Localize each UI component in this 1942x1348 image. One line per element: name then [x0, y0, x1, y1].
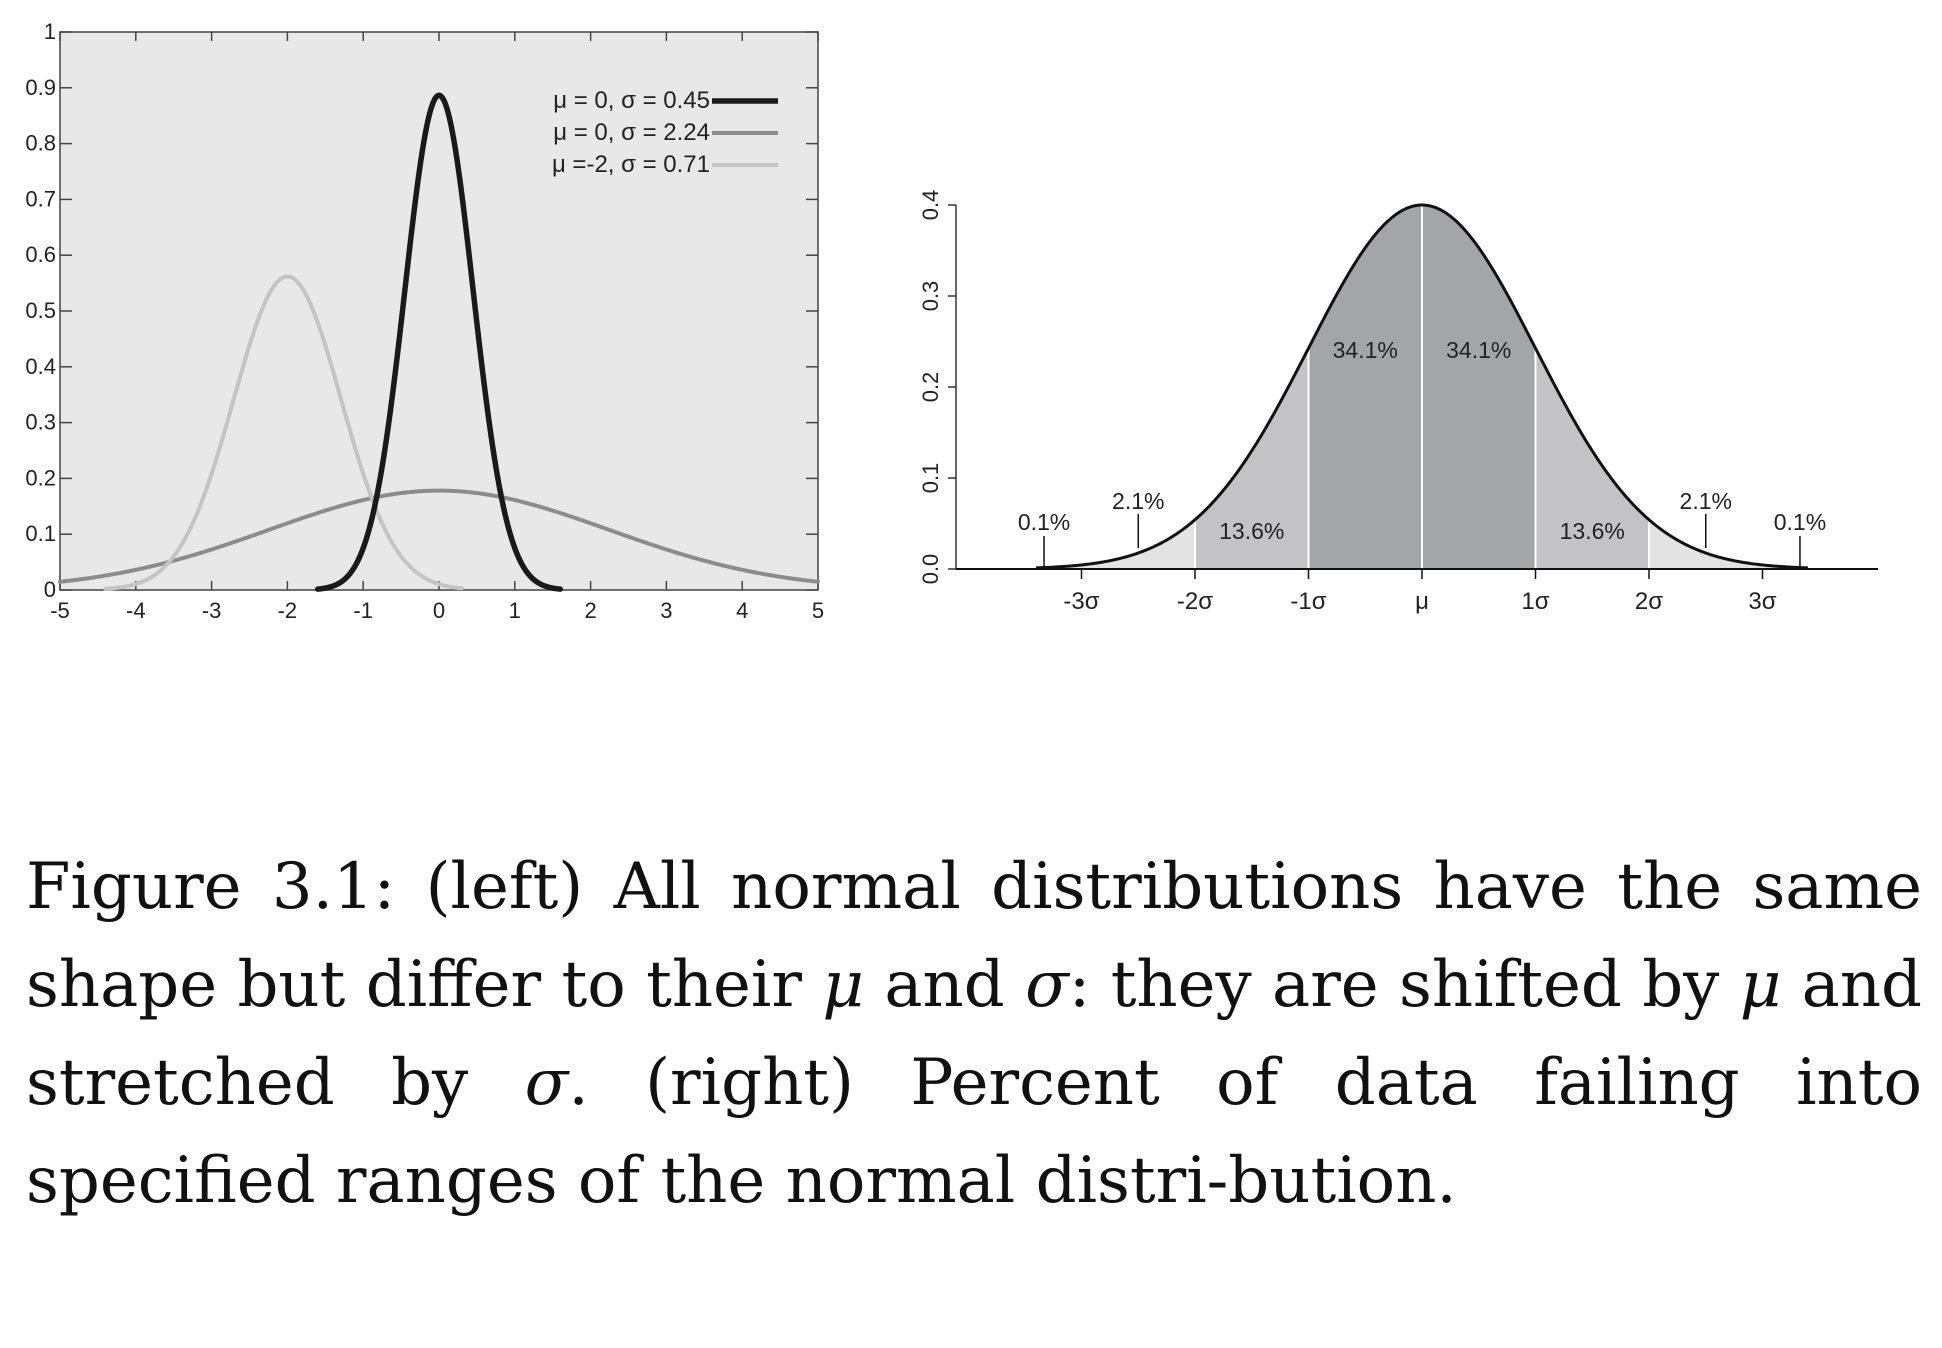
caption-text-1: Figure 3.1: (left) All normal distributi…: [26, 850, 1922, 1022]
y-tick-label: 0.0: [918, 554, 943, 585]
y-tick-label: 0.2: [918, 372, 943, 403]
y-tick-label: 0.4: [25, 354, 56, 379]
y-tick-label: 0: [44, 577, 56, 602]
area-region: [1047, 519, 1195, 569]
region-percent-label: 0.1%: [1018, 509, 1070, 535]
left-chart: -5 -4 -3 -2 -1 0 1 2 3 4 5 0 0.1 0.2 0.3 0.4 0.5 0.6 0.7 0.…: [25, 19, 824, 623]
legend-label: μ = 0, σ = 2.24: [553, 119, 710, 146]
caption-text-2: and: [863, 948, 1026, 1022]
x-tick-label: μ: [1415, 588, 1429, 615]
legend-label: μ =-2, σ = 0.71: [552, 151, 710, 178]
figure-caption: Figure 3.1: (left) All normal distributi…: [26, 838, 1922, 1230]
region-percent-label: 2.1%: [1112, 488, 1164, 514]
y-tick-label: 0.1: [918, 463, 943, 494]
x-tick-label: -4: [126, 598, 146, 623]
y-tick-label: 1: [44, 19, 56, 44]
region-percent-label: 0.1%: [1774, 509, 1826, 535]
caption-sigma: σ: [524, 1046, 569, 1120]
y-tick-label: 0.3: [25, 410, 56, 435]
x-tick-label: -1: [353, 598, 373, 623]
x-tick-label: -1σ: [1290, 588, 1326, 615]
x-tick-label: -2σ: [1177, 588, 1213, 615]
x-tick-label: -2: [278, 598, 298, 623]
x-tick-label: 2σ: [1635, 588, 1663, 615]
caption-text-3: : they are shifted by: [1068, 948, 1740, 1022]
series-line: [314, 92, 564, 592]
caption-text-5: . (right) Percent of data failing into s…: [26, 1046, 1922, 1218]
caption-mu: μ: [1739, 948, 1782, 1022]
right-chart: 0.0 0.1 0.2 0.3 0.4 -3σ -2σ -1σ μ 1σ 2σ 3σ 0.1% 2.1% 1…: [918, 190, 1878, 615]
caption-mu: μ: [822, 948, 864, 1022]
region-percent-label: 2.1%: [1680, 488, 1732, 514]
density-curve: [1036, 203, 1808, 570]
y-tick-label: 0.5: [25, 298, 56, 323]
x-tick-label: 2: [584, 598, 596, 623]
caption-text-4: and stretched by: [26, 948, 1923, 1120]
y-tick-label: 0.7: [25, 186, 56, 211]
x-tick-label: 4: [736, 598, 748, 623]
x-tick-label: 0: [433, 598, 445, 623]
x-tick-label: 1σ: [1521, 588, 1549, 615]
legend-label: μ = 0, σ = 0.45: [553, 87, 710, 114]
x-tick-label: 1: [509, 598, 521, 623]
series-line: [103, 274, 464, 591]
region-percent-label: 34.1%: [1446, 337, 1511, 363]
region-percent-label: 13.6%: [1560, 518, 1625, 544]
y-tick-label: 0.6: [25, 242, 56, 267]
y-tick-label: 0.3: [918, 281, 943, 312]
series-line: [58, 488, 820, 584]
y-tick-label: 0.1: [25, 521, 56, 546]
y-tick-label: 0.9: [25, 75, 56, 100]
y-tick-label: 0.2: [25, 465, 56, 490]
x-tick-label: 5: [812, 598, 824, 623]
y-tick-label: 0.4: [918, 190, 943, 221]
caption-sigma: σ: [1025, 948, 1069, 1022]
x-tick-label: -3: [202, 598, 222, 623]
x-tick-label: 3σ: [1748, 588, 1776, 615]
y-tick-label: 0.8: [25, 131, 56, 156]
x-tick-label: 3: [660, 598, 672, 623]
x-tick-label: -3σ: [1063, 588, 1099, 615]
area-region: [1649, 519, 1797, 569]
region-percent-label: 34.1%: [1333, 337, 1398, 363]
plot-area: [59, 31, 819, 591]
figure-charts: -5 -4 -3 -2 -1 0 1 2 3 4 5 0 0.1 0.2 0.3 0.4 0.5 0.6 0.7 0.…: [25, 19, 1878, 623]
region-percent-label: 13.6%: [1219, 518, 1284, 544]
x-tick-label: -5: [50, 598, 70, 623]
